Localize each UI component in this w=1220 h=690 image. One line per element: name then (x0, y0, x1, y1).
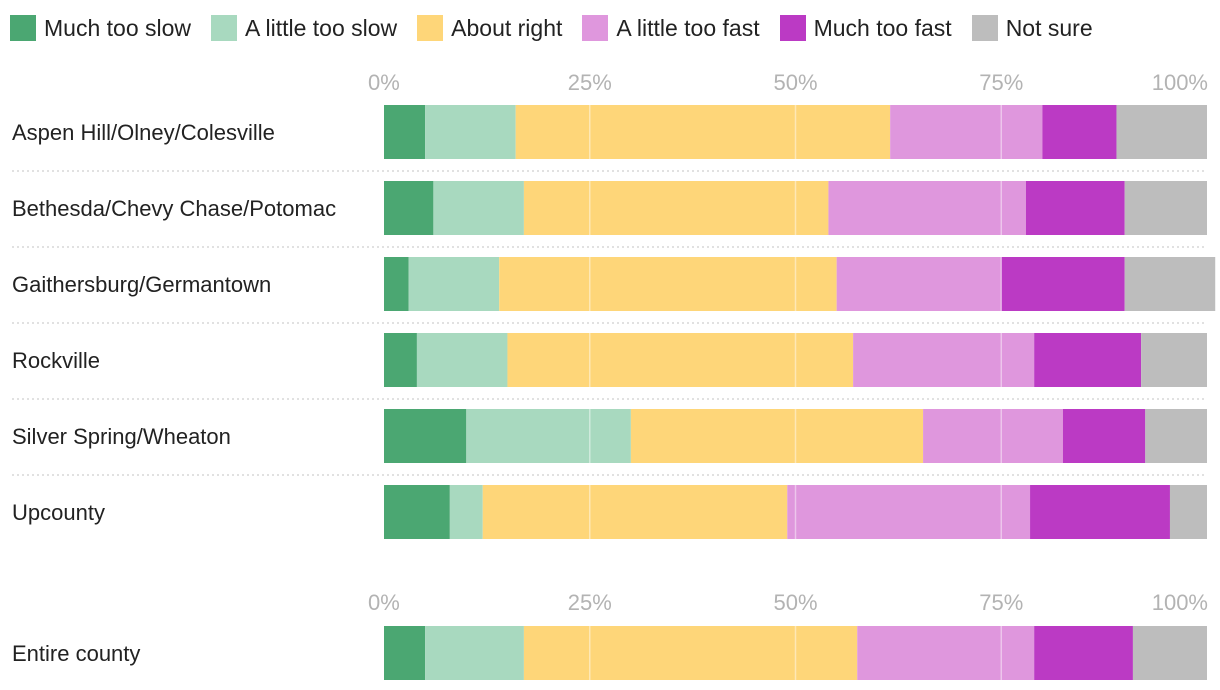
tick-label: 100% (1152, 70, 1208, 95)
legend-item: About right (417, 15, 562, 42)
bar-segment-much-too-slow (384, 181, 434, 235)
total-bar-segment-about-right (523, 626, 858, 680)
bar-segment-much-too-fast (1034, 333, 1142, 387)
bar-segment-about-right (523, 181, 829, 235)
bar-segment-much-too-slow (384, 409, 467, 463)
bar-segment-much-too-fast (1025, 181, 1125, 235)
bar-segment-much-too-slow (384, 485, 450, 539)
bar-segment-not-sure (1124, 257, 1216, 311)
bar-segment-not-sure (1116, 105, 1207, 159)
legend-item: Much too fast (779, 14, 952, 42)
bar-segment-about-right (482, 485, 788, 539)
bar-segment-not-sure (1124, 181, 1207, 235)
legend: Much too slow A little too slow About righ… (10, 12, 1113, 44)
legend-label: Much too fast (813, 14, 952, 41)
tick-label: 75% (979, 590, 1023, 615)
legend-label: Not sure (1005, 14, 1093, 41)
bar-segment-a-little-too-fast (828, 181, 1026, 235)
bar-segment-a-little-too-fast (853, 333, 1035, 387)
bar-segment-a-little-too-fast (923, 409, 1063, 463)
bar-segment-about-right (515, 105, 891, 159)
legend-item: Much too slow (10, 15, 191, 42)
total-bar-segment-not-sure (1132, 626, 1207, 680)
legend-swatch (779, 15, 806, 41)
legend-swatch (211, 15, 238, 41)
bar-segment-much-too-fast (1001, 257, 1125, 311)
bar-segment-not-sure (1141, 333, 1207, 387)
bar-segment-a-little-too-slow (408, 257, 500, 311)
legend-item: Not sure (971, 14, 1093, 42)
bar-segment-a-little-too-slow (425, 105, 516, 159)
bar-segment-much-too-fast (1030, 485, 1170, 539)
row-label: Rockville (12, 348, 100, 373)
total-bar-segment-much-too-fast (1034, 626, 1133, 680)
tick-label: 0% (368, 590, 400, 615)
bar-segment-not-sure (1145, 409, 1207, 463)
tick-label: 25% (568, 70, 612, 95)
bar-segment-about-right (630, 409, 924, 463)
row-label: Bethesda/Chevy Chase/Potomac (12, 196, 336, 221)
bar-segment-about-right (499, 257, 837, 311)
row-label: Silver Spring/Wheaton (12, 424, 231, 449)
bar-segment-much-too-fast (1042, 105, 1117, 159)
bar-segment-a-little-too-fast (890, 105, 1043, 159)
bar-segment-a-little-too-slow (416, 333, 508, 387)
tick-label: 50% (773, 70, 817, 95)
tick-label: 0% (368, 70, 400, 95)
bar-segment-much-too-slow (384, 105, 426, 159)
bar-segment-much-too-slow (384, 333, 417, 387)
bar-segment-a-little-too-slow (449, 485, 483, 539)
bar-segment-much-too-slow (384, 257, 409, 311)
bar-segment-a-little-too-slow (433, 181, 524, 235)
legend-swatch (10, 15, 36, 41)
tick-label: 50% (773, 590, 817, 615)
bar-segment-a-little-too-fast (787, 485, 1031, 539)
legend-label: A little too slow (245, 14, 398, 41)
row-label: Aspen Hill/Olney/Colesville (12, 120, 275, 145)
tick-label: 25% (568, 590, 612, 615)
bar-segment-much-too-fast (1062, 409, 1146, 463)
total-bar-segment-a-little-too-fast (857, 626, 1035, 680)
legend-label: About right (451, 14, 563, 41)
legend-item: A little too fast (582, 14, 760, 42)
bar-segment-about-right (507, 333, 854, 387)
total-bar-segment-much-too-slow (384, 626, 426, 680)
total-bar-segment-a-little-too-slow (425, 626, 524, 680)
legend-label: A little too fast (616, 14, 760, 41)
tick-label: 75% (979, 70, 1023, 95)
legend-label: Much too slow (44, 14, 192, 41)
row-label: Upcounty (12, 500, 105, 525)
legend-swatch (971, 15, 998, 41)
bar-segment-not-sure (1169, 485, 1207, 539)
row-label: Entire county (12, 641, 140, 666)
legend-swatch (417, 15, 444, 41)
legend-swatch (582, 15, 609, 41)
tick-label: 100% (1152, 590, 1208, 615)
bar-segment-a-little-too-slow (466, 409, 631, 463)
legend-item: A little too slow (211, 15, 397, 42)
row-label: Gaithersburg/Germantown (12, 272, 271, 297)
bar-segment-a-little-too-fast (836, 257, 1002, 311)
